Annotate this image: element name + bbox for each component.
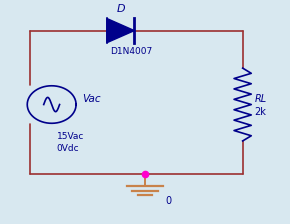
- Text: 0: 0: [166, 196, 172, 206]
- Text: D1N4007: D1N4007: [110, 47, 152, 56]
- Text: RL: RL: [255, 94, 267, 104]
- Text: 2k: 2k: [255, 107, 267, 117]
- Polygon shape: [107, 18, 134, 43]
- Text: 15Vac: 15Vac: [57, 132, 84, 141]
- Text: 0Vdc: 0Vdc: [57, 144, 79, 153]
- Text: D: D: [116, 4, 125, 14]
- Text: Vac: Vac: [82, 94, 100, 104]
